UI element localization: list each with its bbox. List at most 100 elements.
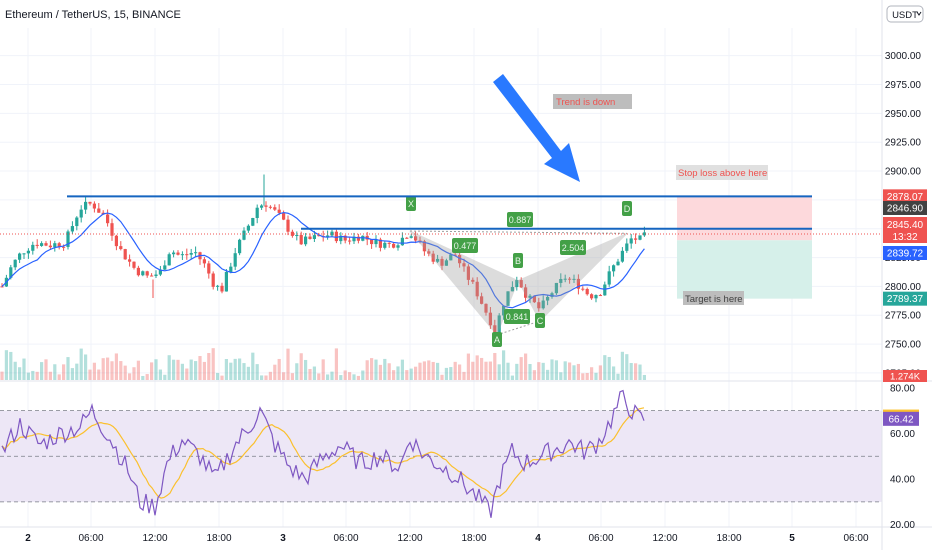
volume-bar [167, 355, 171, 380]
rsi-tick-label: 40.00 [890, 475, 915, 486]
candle-body [246, 225, 250, 231]
candle-body [92, 203, 96, 209]
volume-bar [286, 348, 290, 380]
time-tick-label: 12:00 [142, 533, 167, 544]
annotation-target-text: Target is here [685, 294, 743, 305]
rsi-tag-box [883, 411, 919, 426]
volume-bar [462, 371, 466, 380]
price-tag-box [883, 246, 927, 260]
pattern-label: 0.887 [509, 215, 532, 225]
pattern-label: X [408, 199, 414, 209]
volume-bar [172, 359, 176, 380]
candle-body [484, 303, 488, 313]
candle-body [312, 235, 316, 239]
candle-body [132, 261, 136, 268]
time-tick-label: 3 [280, 533, 286, 544]
currency-badge: USDT [892, 10, 918, 21]
candle-body [400, 237, 404, 246]
volume-bar [616, 373, 620, 380]
volume-bar [224, 358, 228, 380]
volume-bar [642, 374, 646, 380]
candle-body [462, 263, 466, 267]
price-tick-label: 2900.00 [885, 167, 922, 178]
volume-bar [35, 371, 39, 380]
candle-body [431, 253, 435, 262]
annotation-stop-box [676, 165, 768, 180]
volume-bar [444, 367, 448, 380]
candle-body [409, 236, 413, 238]
volume-bar [370, 358, 374, 380]
volume-bar [440, 374, 444, 380]
volume-bar [590, 367, 594, 380]
volume-bar [150, 362, 154, 380]
annotation-trend[interactable]: Trend is down [553, 94, 632, 109]
volume-bar [268, 371, 272, 380]
volume-bar [106, 357, 110, 380]
volume-bar [396, 366, 400, 380]
volume-bar [620, 351, 624, 380]
pattern-label-box [504, 309, 530, 324]
candle-body [260, 205, 264, 208]
volume-bar [312, 366, 316, 380]
time-axis[interactable]: 2 06:00 12:00 18:00 3 06:00 12:00 18:00 4 06:00 12… [25, 533, 869, 544]
candle-body [290, 231, 294, 236]
volume-bar [387, 363, 391, 380]
harmonic-pattern[interactable]: X A B C D 0.477 0.887 0.841 2.504 [406, 196, 632, 347]
candle-body [638, 235, 642, 240]
candle-body [0, 286, 4, 288]
volume-bar [299, 353, 303, 380]
volume-bar [110, 361, 114, 380]
stop-loss-zone[interactable] [677, 196, 812, 241]
pattern-label-box [492, 332, 502, 347]
volume-bar [136, 360, 140, 380]
pattern-label: A [494, 335, 500, 345]
candle-body [123, 249, 127, 260]
volume-bar [13, 361, 17, 380]
candle-body [568, 278, 572, 280]
volume-bar [475, 355, 479, 380]
annotation-trend-text: Trend is down [556, 97, 615, 108]
volume-bar [546, 369, 550, 380]
volume-bar [97, 369, 101, 380]
volume-bar [598, 365, 602, 380]
volume-bar [26, 372, 30, 380]
annotation-trend-box [553, 94, 632, 109]
candle-body [590, 294, 594, 299]
time-tick-label: 2 [25, 533, 31, 544]
volume-bar [638, 364, 642, 380]
price-axis[interactable]: 3000.002975.002950.002925.002900.002875.… [885, 51, 922, 379]
candle-body [286, 219, 290, 232]
volume-bar [343, 370, 347, 380]
currency-selector[interactable]: USDT [886, 5, 924, 23]
volume-bar [581, 373, 585, 380]
trend-arrow[interactable] [493, 74, 580, 182]
volume-bar [493, 352, 497, 380]
volume-bar [0, 371, 4, 380]
candle-body [88, 201, 92, 204]
volume-bar [308, 368, 312, 380]
volume-bar [515, 363, 519, 380]
candle-body [541, 300, 545, 309]
volume-bar [290, 373, 294, 380]
volume-bar [88, 369, 92, 380]
chevron-down-icon [916, 11, 922, 16]
volume-bar [528, 364, 532, 380]
volume-bar [207, 353, 211, 380]
pattern-label-box [452, 238, 478, 253]
price-tick-label: 2775.00 [885, 311, 922, 322]
candle-body [62, 246, 66, 248]
candle-body [308, 236, 312, 239]
candle-body [458, 254, 462, 264]
pattern-label: D [624, 204, 631, 214]
annotation-target[interactable]: Target is here [683, 291, 744, 305]
candle-body [48, 245, 52, 248]
target-zone[interactable] [677, 240, 812, 299]
volume-bar [585, 373, 589, 380]
annotation-stop[interactable]: Stop loss above here [676, 165, 768, 180]
volume-bar [40, 362, 44, 380]
volume-bar [453, 361, 457, 380]
volume-bar [189, 359, 193, 380]
